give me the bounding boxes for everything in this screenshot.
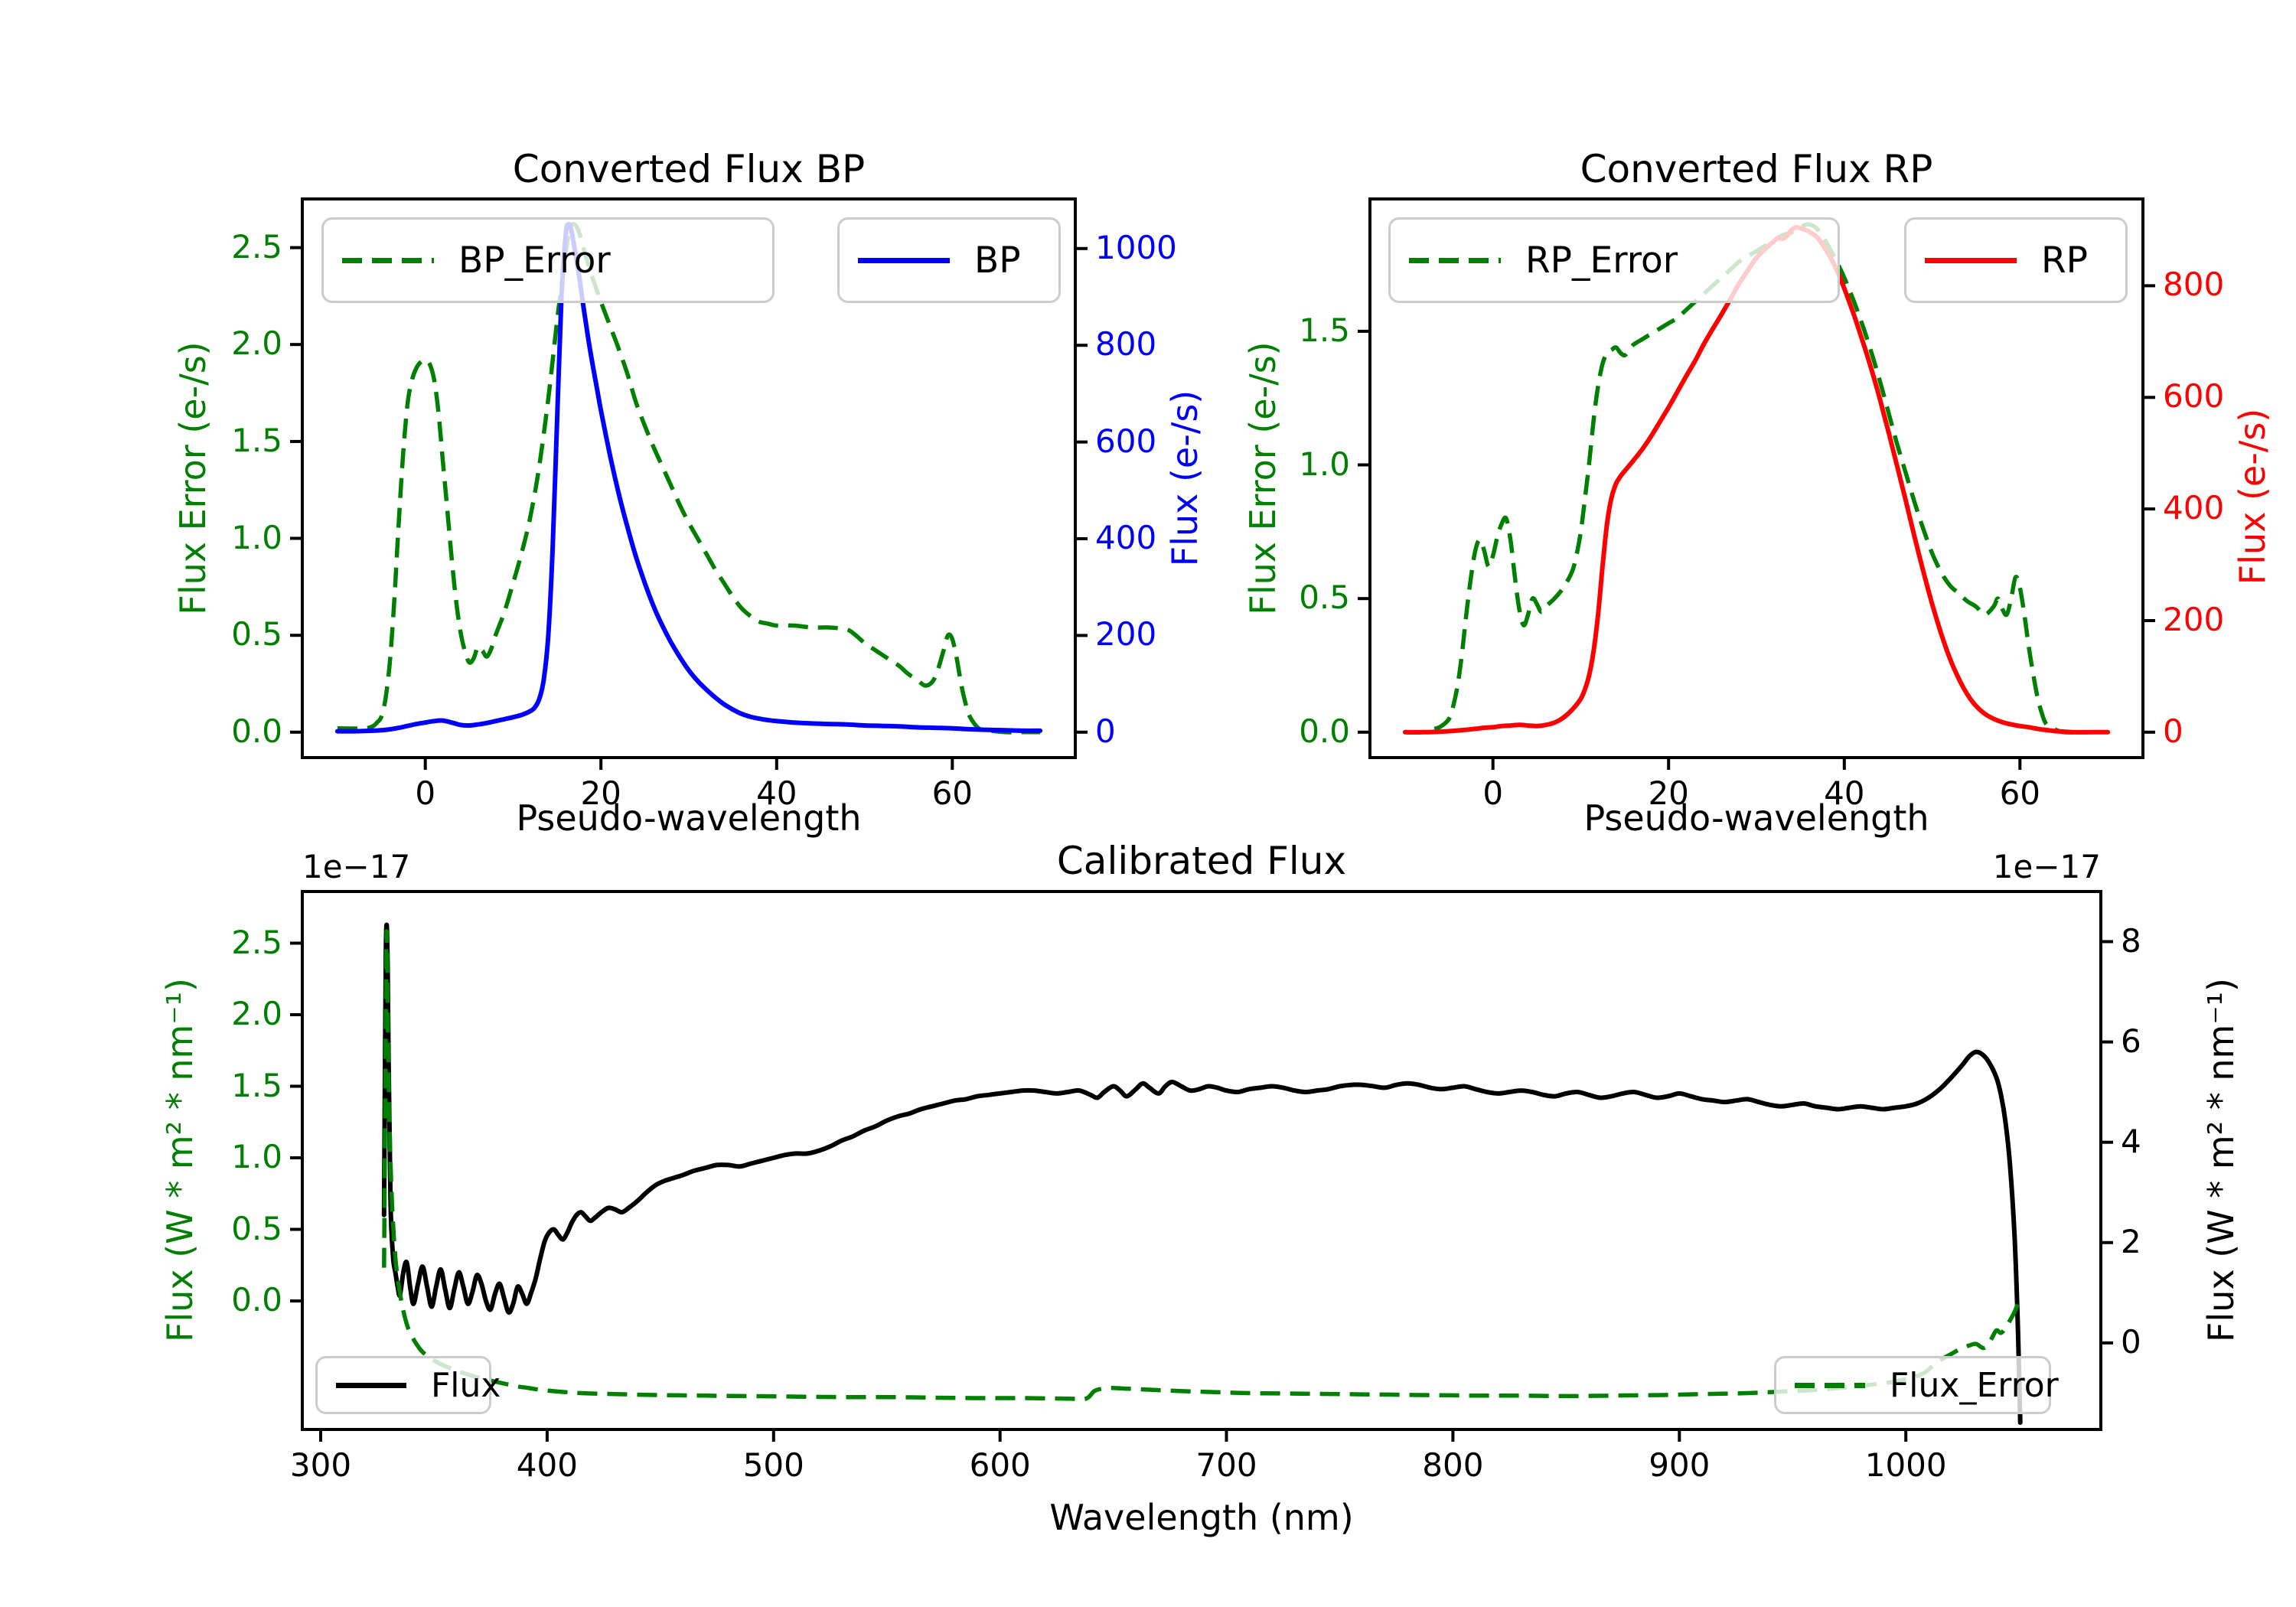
xaxis-label-pseudo-wavelength-bp: Pseudo-wavelength: [516, 797, 862, 839]
y-left-tick-2.0: 2.0: [231, 324, 282, 363]
y-right-tick-0: 0: [2121, 1322, 2141, 1361]
x-tick-700: 700: [1195, 1446, 1257, 1484]
y-left-tick-2.5: 2.5: [231, 227, 282, 266]
y-left-tick-0.5: 0.5: [231, 615, 282, 654]
legend-label-flux-error: Flux_Error: [1890, 1365, 2059, 1405]
x-tick-0: 0: [1482, 774, 1504, 812]
x-tick-900: 900: [1649, 1446, 1711, 1484]
legend-bp: BP: [837, 217, 1061, 303]
y-right-tick-200: 200: [1095, 615, 1157, 654]
legend-line-bp-error: [342, 257, 434, 263]
offset-text-left-1e-17: 1e−17: [302, 848, 411, 885]
x-tick-20: 20: [580, 774, 621, 812]
legend-line-flux-error: [1795, 1382, 1865, 1388]
plot-title-converted-flux-rp: Converted Flux RP: [1580, 147, 1933, 191]
xaxis-label-pseudo-wavelength-rp: Pseudo-wavelength: [1583, 797, 1929, 839]
y-right-tick-600: 600: [2163, 377, 2225, 416]
y-right-tick-0: 0: [1095, 712, 1116, 750]
y-left-tick-1.5: 1.5: [1299, 311, 1350, 349]
y-right-tick-2: 2: [2121, 1222, 2141, 1260]
x-tick-40: 40: [1824, 774, 1865, 812]
y-right-tick-600: 600: [1095, 422, 1157, 460]
x-tick-60: 60: [1999, 774, 2041, 812]
y-left-tick-0.0: 0.0: [231, 712, 282, 750]
y-left-tick-2.0: 2.0: [231, 995, 282, 1032]
xaxis-label-wavelength-nm: Wavelength (nm): [1049, 1497, 1354, 1538]
legend-rp-error: RP_Error: [1388, 217, 1840, 303]
y-left-tick-1.0: 1.0: [231, 518, 282, 556]
y-right-tick-200: 200: [2163, 601, 2225, 638]
legend-bp-error: BP_Error: [321, 217, 775, 303]
legend-line-flux: [336, 1382, 406, 1388]
plot-title-converted-flux-bp: Converted Flux BP: [512, 147, 866, 191]
y-left-tick-1.0: 1.0: [1299, 445, 1350, 483]
yaxis-label-flux-calibrated-right: Flux (W * m² * nm⁻¹): [2200, 977, 2242, 1343]
legend-line-rp: [1925, 257, 2017, 263]
y-right-tick-8: 8: [2121, 921, 2141, 960]
y-right-tick-800: 800: [1095, 325, 1157, 363]
legend-label-rp: RP: [2041, 239, 2088, 282]
x-tick-20: 20: [1648, 774, 1689, 812]
y-left-tick-0.0: 0.0: [1299, 712, 1350, 750]
y-right-tick-6: 6: [2121, 1022, 2141, 1060]
x-tick-0: 0: [415, 774, 436, 812]
legend-line-rp-error: [1409, 257, 1501, 263]
legend-line-bp: [858, 257, 950, 263]
legend-flux-error: Flux_Error: [1774, 1356, 2059, 1414]
y-right-tick-1000: 1000: [1095, 228, 1177, 266]
legend-label-bp-error: BP_Error: [458, 239, 611, 282]
y-left-tick-1.0: 1.0: [231, 1138, 282, 1175]
axes-spine-2: [301, 890, 2102, 1431]
legend-label-rp-error: RP_Error: [1525, 239, 1678, 282]
series-line-bp_error: [337, 222, 1041, 735]
y-left-tick-1.5: 1.5: [231, 421, 282, 459]
y-right-tick-800: 800: [2163, 266, 2225, 304]
series-line-flux_error: [382, 929, 2021, 1402]
y-right-tick-0: 0: [2163, 712, 2183, 750]
axes-spine-0: [301, 197, 1077, 759]
x-tick-40: 40: [756, 774, 797, 812]
y-right-tick-400: 400: [1095, 519, 1157, 556]
x-tick-400: 400: [516, 1446, 578, 1484]
x-tick-800: 800: [1422, 1446, 1484, 1484]
x-tick-1000: 1000: [1864, 1446, 1947, 1484]
y-left-tick-0.5: 0.5: [1299, 579, 1350, 617]
plot-title-calibrated-flux: Calibrated Flux: [1056, 839, 1347, 883]
y-left-tick-2.5: 2.5: [231, 923, 282, 961]
series-line-bp: [334, 221, 1043, 734]
axes-spine-1: [1368, 197, 2144, 759]
legend-label-bp: BP: [974, 239, 1021, 282]
x-tick-600: 600: [969, 1446, 1031, 1484]
series-group-0: [334, 221, 1043, 735]
y-left-tick-0.0: 0.0: [231, 1281, 282, 1319]
series-line-flux: [381, 922, 2023, 1425]
offset-text-right-1e-17: 1e−17: [1992, 848, 2101, 885]
legend-rp: RP: [1904, 217, 2128, 303]
legend-flux: Flux: [315, 1356, 501, 1414]
y-right-tick-4: 4: [2121, 1122, 2141, 1160]
x-tick-60: 60: [931, 774, 974, 812]
x-tick-300: 300: [289, 1446, 352, 1484]
legend-label-flux: Flux: [431, 1365, 501, 1405]
y-right-tick-400: 400: [2163, 489, 2225, 527]
y-left-tick-1.5: 1.5: [231, 1066, 282, 1104]
y-left-tick-0.5: 0.5: [231, 1209, 282, 1247]
series-group-2: [381, 922, 2023, 1425]
x-tick-500: 500: [742, 1446, 804, 1484]
